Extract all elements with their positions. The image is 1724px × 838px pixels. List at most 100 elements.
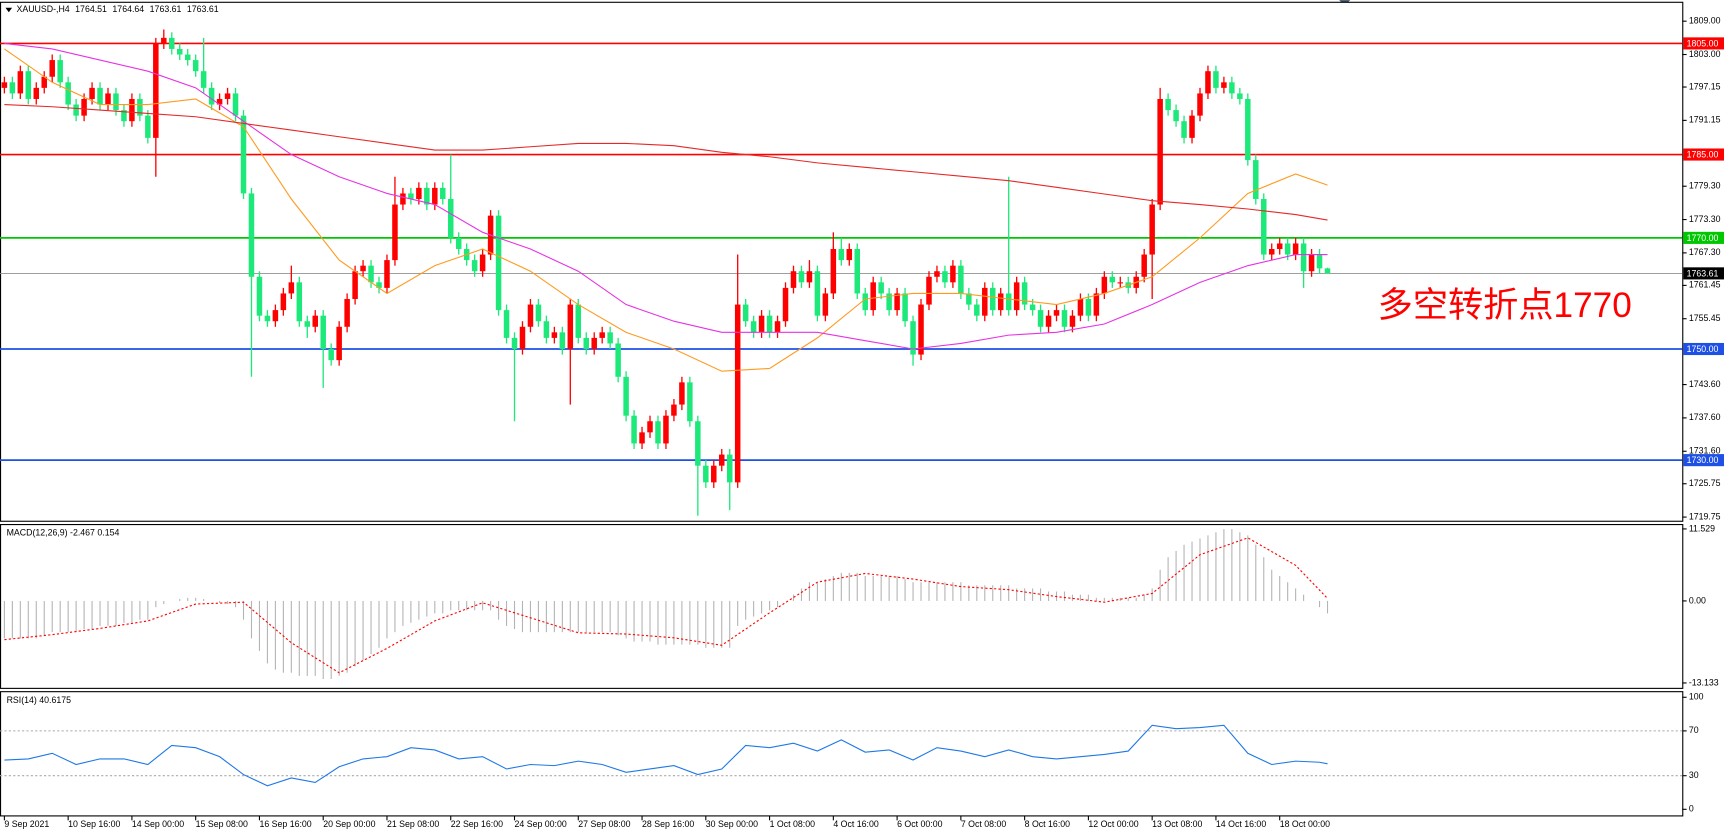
x-tick-label: 7 Oct 08:00 [961,819,1007,829]
candle-body [280,293,287,311]
candle-body [479,254,486,272]
panel-frame [0,524,1684,689]
x-tick-label: 8 Oct 16:00 [1025,819,1071,829]
candle-body [1061,310,1068,327]
candle-body [200,71,207,88]
candle-body [910,321,916,355]
candle-body [966,293,972,305]
candle-body [687,382,693,422]
candle-body [1276,243,1283,249]
candle-body [73,104,79,116]
price-level-tag [1683,454,1724,467]
indicator-line [4,724,1328,787]
candle-body [942,271,948,283]
candle-body [862,293,868,311]
candle-body [623,376,629,416]
quote-value: 1763.61 [187,4,219,14]
y-tick-label: 1719.75 [1689,511,1721,521]
y-tick-label: 1725.75 [1689,478,1721,488]
y-tick-label: 30 [1689,770,1699,780]
candle-body [647,421,653,433]
y-tick-label: 70 [1689,725,1699,735]
candle-body [974,304,980,316]
candle-body [376,282,382,288]
candle-body [1213,71,1219,88]
candle-body [137,98,143,116]
candle-body [1141,254,1147,277]
candle-body [639,432,645,444]
candle-body [105,93,111,105]
candle-body [1077,299,1084,316]
candle-body [296,282,303,322]
candle-body [1308,254,1315,272]
candle-body [742,304,749,322]
candle-body [471,260,478,272]
x-tick-label: 4 Oct 16:00 [833,819,879,829]
candle-body [1316,254,1323,269]
x-tick-label: 9 Sep 2021 [4,819,49,829]
candle-body [1021,282,1028,305]
candle-body [81,98,87,116]
symbol: XAUUSD-,H4 [16,4,69,14]
candle-body [1165,98,1171,111]
candle-body [1229,82,1235,94]
candle-body [1300,243,1307,272]
candle-body [1205,71,1211,94]
y-tick-label: 0 [1689,804,1694,814]
candle-body [1013,282,1020,311]
candle-body [1237,93,1243,99]
candle-body [288,282,295,294]
price-level-label: 1750.00 [1687,344,1719,354]
candle-body [1149,204,1155,255]
candle-body [782,287,789,322]
candle-body [583,337,589,350]
candle-body [1261,198,1267,255]
candle-body [17,71,24,94]
candle-body [1284,243,1291,255]
candle-body [368,265,374,283]
candle-body [934,271,940,277]
candle-body [726,454,733,483]
candle-body [838,248,845,261]
y-tick-label: -13.133 [1689,677,1719,687]
candle-body [121,110,127,122]
candle-body [878,282,884,294]
candle-body [447,198,454,238]
candle-body [671,404,677,416]
candle-body [982,287,988,316]
indicator-title: RSI(14) 40.6175 [7,695,72,705]
candle-body [718,454,725,466]
candle-body [1221,82,1227,88]
candle-body [790,271,797,288]
candle-body [1029,304,1036,311]
price-level-tag [1683,37,1724,50]
candle-body [328,349,334,361]
candle-body [695,421,701,466]
candle-body [543,321,550,338]
candle-body [997,293,1004,311]
indicator-line [4,42,1328,350]
candle-body [631,415,637,444]
y-tick-label: 1773.30 [1689,214,1721,224]
y-tick-label: 1755.45 [1689,313,1721,323]
indicator-line [4,103,1328,221]
price-level-tag [1683,267,1724,280]
indicator-title: MACD(12,26,9) -2.467 0.154 [7,528,120,538]
candle-body [455,237,462,249]
candle-body [224,93,231,99]
x-tick-label: 18 Oct 00:00 [1280,819,1330,829]
panel-frame [0,691,1684,817]
price-level-tag [1683,342,1724,356]
candle-body [432,187,438,205]
candle-body [65,82,71,105]
candle-body [559,332,566,350]
candle-body [89,87,95,99]
candle-body [1268,248,1275,255]
candle-body [1109,276,1116,283]
candle-body [41,76,47,88]
candle-body [750,321,757,333]
candle-body [1157,98,1163,205]
candle-body [1324,268,1331,274]
candle-body [320,315,326,350]
indicator-line [4,537,1328,674]
